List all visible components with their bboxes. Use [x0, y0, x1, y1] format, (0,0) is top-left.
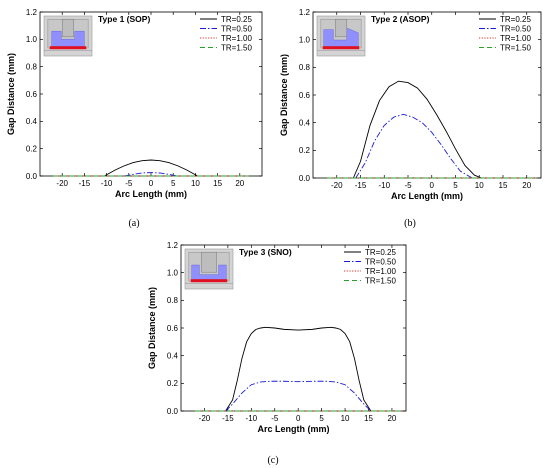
panel-caption: (c) [267, 455, 278, 466]
y-tick-label: 1.0 [299, 35, 311, 44]
x-tick-label: 5 [319, 414, 324, 423]
panel-title: Type 1 (SOP) [98, 14, 150, 24]
y-tick-label: 0.0 [299, 174, 311, 183]
x-tick-label: -10 [101, 179, 113, 188]
x-tick-label: -5 [125, 179, 133, 188]
x-tick-label: 20 [387, 414, 396, 423]
y-tick-label: 0.2 [26, 144, 38, 153]
y-tick-label: 0.4 [299, 118, 311, 127]
y-tick-label: 0.6 [26, 90, 38, 99]
x-tick-label: 0 [149, 179, 154, 188]
x-tick-label: 20 [522, 181, 531, 190]
y-axis-title: Gap Distance (mm) [279, 54, 289, 136]
x-tick-label: -20 [331, 181, 343, 190]
legend-label: TR=0.50 [500, 25, 531, 34]
panel-title: Type 3 (SNO) [239, 247, 292, 257]
y-tick-label: 1.0 [167, 268, 179, 277]
y-tick-label: 0.8 [26, 62, 38, 71]
series-line-tr-0-25 [104, 159, 198, 177]
series-line-tr-0-25 [225, 326, 372, 412]
x-tick-label: -20 [56, 179, 68, 188]
series-line-tr-0-50 [225, 380, 372, 412]
x-tick-label: 20 [235, 179, 244, 188]
y-tick-label: 1.2 [167, 241, 179, 250]
inset-substrate [322, 46, 360, 50]
x-axis-title: Arc Length (mm) [258, 424, 330, 434]
inset-punch [201, 251, 217, 273]
inset-substrate [190, 279, 228, 283]
y-tick-label: 0.8 [299, 63, 311, 72]
y-tick-label: 0.4 [26, 117, 38, 126]
y-tick-label: 1.0 [26, 35, 38, 44]
legend-label: TR=0.25 [221, 15, 252, 24]
legend-label: TR=1.00 [221, 34, 252, 43]
series-line-tr-0-50 [355, 113, 473, 179]
y-tick-label: 0.0 [167, 407, 179, 416]
x-tick-label: 15 [499, 181, 508, 190]
panel-caption: (a) [128, 218, 139, 229]
x-tick-label: 10 [341, 414, 350, 423]
x-tick-label: -15 [222, 414, 234, 423]
x-tick-label: 0 [296, 414, 301, 423]
x-tick-label: 5 [171, 179, 176, 188]
y-tick-label: 0.0 [26, 172, 38, 181]
x-tick-label: -15 [79, 179, 91, 188]
series-line-tr-0-25 [352, 80, 482, 179]
legend-label: TR=0.25 [365, 248, 396, 257]
x-axis-title: Arc Length (mm) [391, 191, 463, 201]
y-tick-label: 0.2 [167, 379, 179, 388]
x-tick-label: -15 [355, 181, 367, 190]
y-tick-label: 0.8 [167, 296, 179, 305]
x-tick-label: 10 [191, 179, 200, 188]
x-tick-label: 15 [364, 414, 373, 423]
y-tick-label: 0.4 [167, 351, 179, 360]
x-tick-label: -10 [378, 181, 390, 190]
x-tick-label: 10 [475, 181, 484, 190]
x-tick-label: 5 [453, 181, 458, 190]
legend-label: TR=1.50 [500, 44, 531, 53]
y-axis-title: Gap Distance (mm) [147, 287, 157, 369]
inset-punch [61, 18, 75, 38]
x-tick-label: 15 [213, 179, 222, 188]
legend-label: TR=1.00 [500, 34, 531, 43]
legend-label: TR=0.50 [221, 25, 252, 34]
legend-label: TR=1.50 [221, 44, 252, 53]
x-tick-label: -20 [199, 414, 211, 423]
panel-caption: (b) [404, 218, 416, 229]
y-tick-label: 0.2 [299, 146, 311, 155]
y-tick-label: 1.2 [26, 8, 38, 17]
y-axis-title: Gap Distance (mm) [6, 53, 16, 135]
legend-label: TR=1.50 [365, 277, 396, 286]
x-tick-label: -5 [404, 181, 412, 190]
legend-label: TR=1.00 [365, 267, 396, 276]
inset-substrate [49, 46, 87, 50]
legend-label: TR=0.25 [500, 15, 531, 24]
inset-punch [334, 18, 348, 38]
x-tick-label: 0 [430, 181, 435, 190]
legend-label: TR=0.50 [365, 258, 396, 267]
y-tick-label: 1.2 [299, 8, 311, 17]
chart-panel-2: 0.0 0.2 0.4 0.6 0.8 1.0 1.2 -20 -15 -10 -5 0 5 10 15 20… [279, 8, 542, 229]
panel-title: Type 2 (ASOP) [371, 14, 430, 24]
y-tick-label: 0.6 [167, 324, 179, 333]
chart-panel-1: 0.0 0.2 0.4 0.6 0.8 1.0 1.2 -20 -15 -10 -5 0 5 10 15 20… [6, 8, 263, 229]
chart-panel-3: 0.0 0.2 0.4 0.6 0.8 1.0 1.2 -20 -15 -10 -5 0 5 10 15 20… [147, 241, 407, 466]
x-tick-label: -5 [271, 414, 279, 423]
series-line-tr-0-50 [124, 172, 178, 177]
x-tick-label: -10 [246, 414, 258, 423]
x-axis-title: Arc Length (mm) [115, 189, 187, 199]
y-tick-label: 0.6 [299, 91, 311, 100]
